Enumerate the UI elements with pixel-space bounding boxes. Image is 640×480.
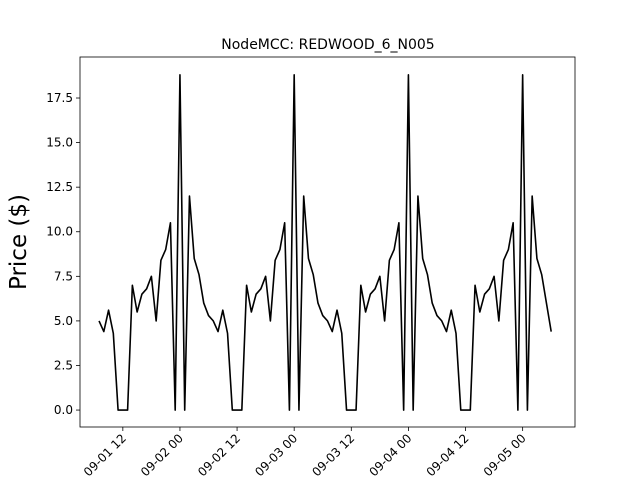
y-tick-label: 17.5 [46,91,73,105]
chart-title: NodeMCC: REDWOOD_6_N005 [221,37,434,53]
y-axis-label: Price ($) [6,194,32,290]
y-tick-label: 12.5 [46,180,73,194]
plot-frame [79,56,576,428]
y-tick-label: 2.5 [54,358,73,372]
price-line [98,74,552,411]
y-tick-label: 7.5 [54,269,73,283]
y-tick-label: 0.0 [54,403,73,417]
y-tick-label: 10.0 [46,225,73,239]
y-tick-label: 5.0 [54,314,73,328]
y-tick-label: 15.0 [46,136,73,150]
